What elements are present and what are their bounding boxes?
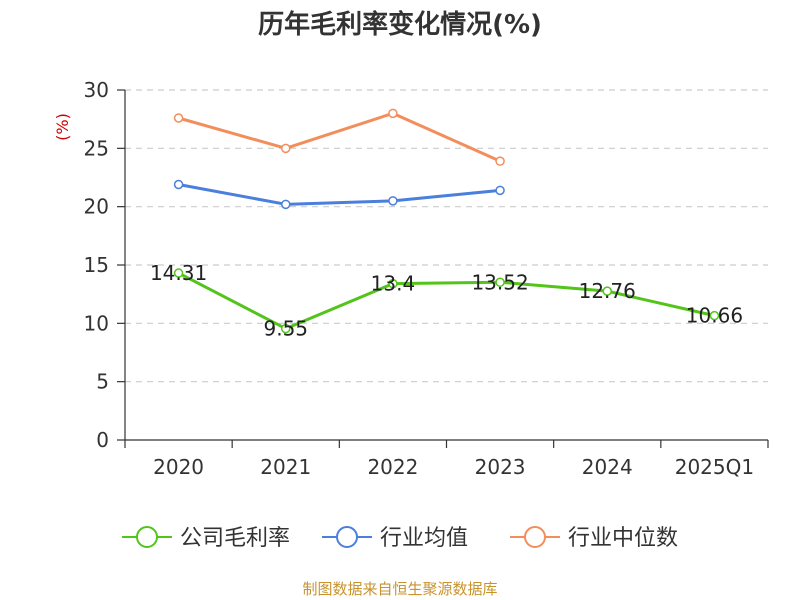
y-tick-label: 20 (84, 195, 109, 219)
axes: 0 5 10 15 20 25 30 2020 2021 2022 2023 2024 2025Q1 (84, 78, 769, 479)
data-label: 10.66 (686, 304, 743, 328)
y-axis-label: (%) (53, 113, 72, 141)
legend-label: 行业中位数 (568, 526, 678, 551)
y-tick-label: 30 (84, 78, 109, 102)
series-lines: 14.31 9.55 13.4 13.52 12.76 10.66 (150, 108, 743, 341)
x-tick-label: 2024 (582, 455, 633, 479)
series-line (178, 183, 501, 206)
data-point (281, 323, 291, 334)
chart-title: 历年毛利率变化情况(%) (258, 10, 542, 40)
data-point (281, 143, 291, 154)
data-point (495, 277, 505, 288)
data-label: 9.55 (263, 317, 308, 341)
data-point (495, 185, 505, 196)
x-tick-label: 2025Q1 (675, 455, 754, 479)
data-point (388, 108, 398, 119)
y-tick-label: 5 (96, 370, 109, 394)
y-tick-label: 10 (84, 311, 109, 335)
legend-marker (336, 526, 358, 548)
data-point (173, 268, 184, 278)
data-label: 13.4 (371, 272, 416, 296)
y-tick-label: 15 (84, 253, 109, 277)
x-tick-label: 2023 (475, 455, 526, 479)
legend-label: 行业均值 (380, 526, 468, 551)
series-2 (173, 108, 505, 166)
y-tick-label: 25 (84, 136, 109, 160)
legend-marker (524, 526, 546, 548)
series-line (177, 271, 715, 331)
data-point (709, 310, 720, 321)
data-label: 13.52 (471, 270, 528, 294)
data-label: 14.31 (150, 261, 207, 285)
data-label: 12.76 (579, 279, 636, 303)
x-tick-label: 2020 (153, 455, 204, 479)
data-point (602, 286, 612, 296)
data-point (281, 199, 291, 210)
data-point (173, 113, 184, 123)
x-tick-label: 2022 (367, 455, 418, 479)
legend-label: 公司毛利率 (180, 526, 290, 551)
data-point (495, 156, 505, 166)
legend: 公司毛利率 行业均值 行业中位数 (122, 526, 678, 551)
data-point (173, 179, 184, 190)
series-line (178, 111, 501, 163)
source-footer: 制图数据来自恒生聚源数据库 (302, 580, 498, 598)
data-point (388, 196, 398, 206)
series-0: 14.31 9.55 13.4 13.52 12.76 10.66 (150, 261, 743, 341)
x-tick-label: 2021 (260, 455, 311, 479)
y-tick-label: 0 (96, 428, 109, 452)
legend-marker (136, 526, 158, 548)
data-point (388, 278, 398, 289)
grid-lines (125, 89, 768, 383)
series-1 (173, 179, 505, 210)
